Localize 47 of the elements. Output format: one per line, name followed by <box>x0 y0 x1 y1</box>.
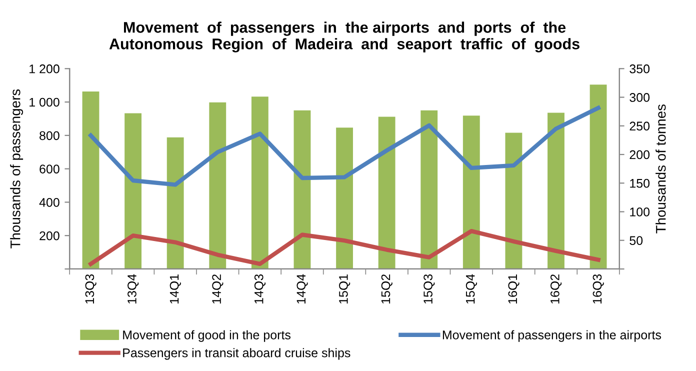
y2-axis-title: Thousands of tonnes <box>656 104 666 234</box>
legend-label: Movement of passengers in the airports <box>442 330 662 342</box>
y-tick-label: 600 <box>40 164 60 174</box>
bar <box>209 102 226 269</box>
x-tick-label: 15Q3 <box>424 274 435 304</box>
y-tick-label: 800 <box>40 131 60 140</box>
bar <box>378 116 396 269</box>
y-tick-label: 1 000 <box>30 98 60 107</box>
line-series <box>88 228 600 266</box>
chart-title: Movement of passengers in the airports and ports of the Autonomous Region of Madeira and seaport traffic of goods <box>109 22 580 52</box>
x-tick-label: 14Q2 <box>212 274 224 304</box>
y2-tick-label: 250 <box>630 122 650 131</box>
x-tick-label: 16Q3 <box>592 274 604 304</box>
line-series <box>88 106 600 187</box>
bar <box>336 128 353 269</box>
y2-tick-label: 300 <box>630 93 650 102</box>
x-tick-label: 15Q4 <box>466 274 477 304</box>
x-tick-label: 14Q4 <box>296 274 308 304</box>
y2-tick-label: 350 <box>630 64 650 74</box>
bar <box>420 110 438 269</box>
x-tick-label: 13Q3 <box>85 274 96 304</box>
bar <box>462 116 480 269</box>
y2-tick-label: 50 <box>630 236 643 246</box>
x-tick-label: 14Q1 <box>170 274 181 304</box>
x-tick-label: 14Q3 <box>254 274 266 304</box>
bar <box>294 110 311 269</box>
y-tick-label: 400 <box>39 198 60 207</box>
bar <box>124 113 142 269</box>
y-axis-title: Thousands of passengers <box>10 89 24 248</box>
x-tick-label: 16Q2 <box>550 274 562 304</box>
bar <box>548 112 564 269</box>
y2-tick-label: 150 <box>630 178 650 188</box>
x-tick-label: 13Q4 <box>128 274 139 304</box>
bar <box>166 137 184 269</box>
y2-tick-label: 100 <box>630 208 650 216</box>
y2-tick-label: 200 <box>630 150 650 160</box>
bar <box>82 92 100 269</box>
legend-label: Movement of good in the ports <box>123 330 290 342</box>
bar <box>590 84 607 269</box>
bar <box>251 96 268 269</box>
x-tick-label: 16Q1 <box>508 274 520 304</box>
y-tick-label: 1 200 <box>30 64 60 74</box>
bar <box>505 132 522 269</box>
x-tick-label: 15Q1 <box>339 274 350 304</box>
x-tick-label: 15Q2 <box>381 274 392 304</box>
legend-label: Passengers in transit aboard cruise ships <box>123 348 350 360</box>
y-tick-label: 200 <box>40 231 60 240</box>
